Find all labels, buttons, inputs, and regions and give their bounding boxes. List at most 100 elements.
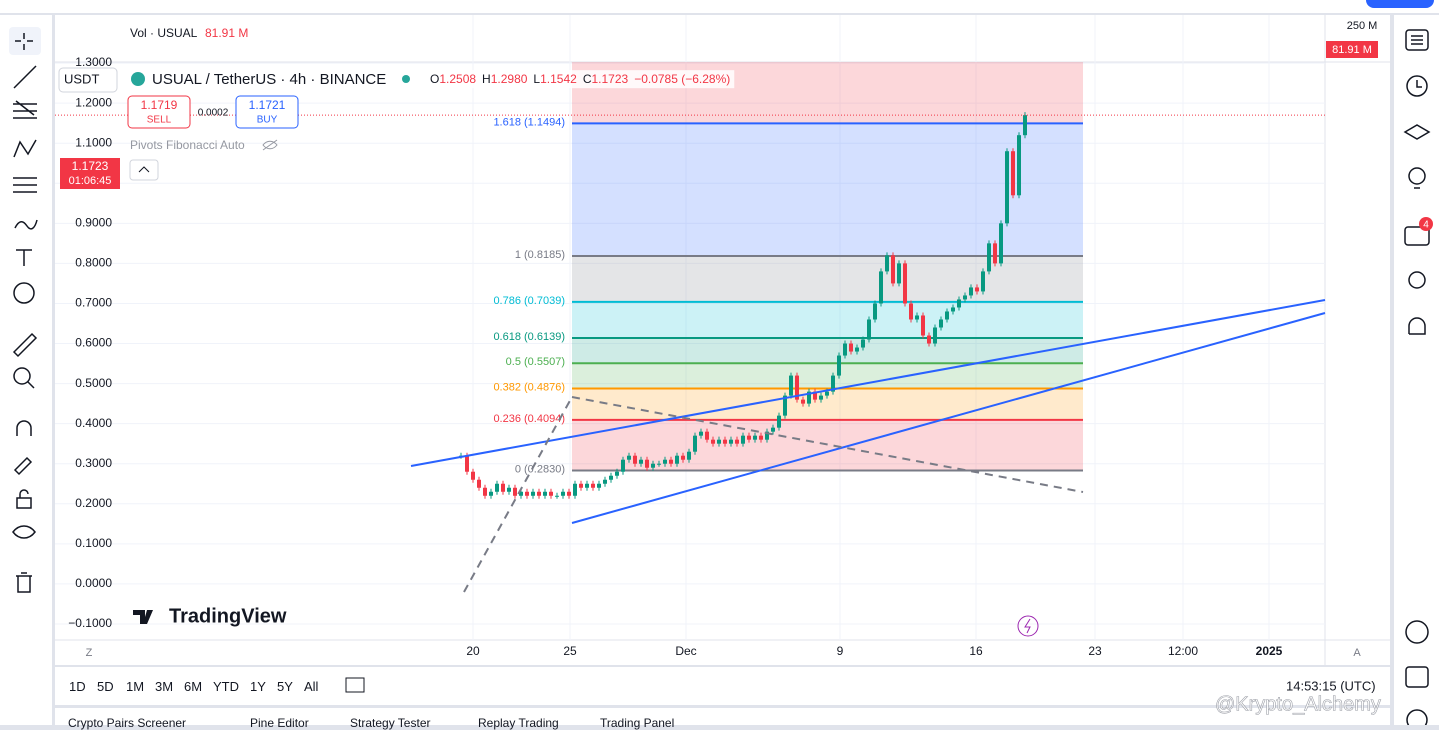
x-tick-label: 23: [1088, 644, 1102, 658]
bottom-tab[interactable]: Trading Panel: [600, 716, 675, 730]
y-tick-label: 0.7000: [75, 296, 112, 310]
text-tool[interactable]: [16, 249, 32, 266]
x-tick-label: 16: [969, 644, 983, 658]
symbol: USUAL / TetherUS · 4h · BINANCE: [152, 71, 386, 88]
crosshair-tool[interactable]: [9, 27, 41, 55]
event-marker[interactable]: [1017, 615, 1039, 637]
y-tick-label: 0.3000: [75, 456, 112, 470]
watchlist-icon[interactable]: [1405, 29, 1429, 51]
candle: [471, 471, 475, 480]
ohlc-value: 1.1723: [591, 72, 628, 86]
layers-icon[interactable]: [1403, 124, 1431, 140]
price-tag-price: 1.1723: [72, 159, 109, 173]
timeframe-button[interactable]: 6M: [184, 679, 203, 694]
price-tag-countdown: 01:06:45: [69, 175, 112, 187]
chat-icon[interactable]: [1404, 226, 1430, 246]
projection-tool[interactable]: [13, 177, 37, 193]
calendar-icon[interactable]: [1405, 666, 1429, 688]
candle: [591, 483, 595, 488]
buy-button[interactable]: [235, 95, 299, 129]
lock-tool[interactable]: [16, 497, 32, 509]
hide-tool[interactable]: [12, 525, 36, 539]
timeframe-button[interactable]: 1D: [69, 679, 86, 694]
candle: [663, 459, 667, 464]
trend-line: [410, 299, 1326, 467]
candle: [753, 435, 757, 440]
y-tick-label: 1.3000: [75, 55, 112, 69]
sell-button[interactable]: [127, 95, 191, 129]
timeframe-button[interactable]: 5Y: [277, 679, 293, 694]
y-tick-label: 0.4000: [75, 416, 112, 430]
fib-tool[interactable]: [13, 100, 37, 119]
candle: [771, 427, 775, 432]
scale-button[interactable]: Z: [86, 647, 93, 659]
candle: [615, 471, 619, 476]
candle: [651, 463, 655, 468]
candle: [621, 459, 625, 472]
notifications-icon[interactable]: [1408, 317, 1426, 335]
event-icon: [1024, 618, 1031, 634]
ideas-icon[interactable]: [1408, 167, 1426, 185]
candle: [507, 487, 511, 492]
bottom-tab[interactable]: Crypto Pairs Screener: [68, 716, 187, 730]
candle: [477, 479, 481, 488]
timeframe-button[interactable]: 1M: [126, 679, 145, 694]
timeframe-button[interactable]: 3M: [155, 679, 174, 694]
pattern-tool[interactable]: [13, 139, 37, 158]
candle: [669, 459, 673, 464]
timeframe-button[interactable]: YTD: [213, 679, 239, 694]
candle: [963, 295, 967, 300]
bottom-tab[interactable]: Strategy Tester: [350, 716, 431, 730]
candle: [747, 435, 751, 440]
indicator-name: Pivots Fibonacci Auto: [130, 138, 245, 152]
ohlc-background: [426, 70, 735, 89]
y-tick-label: 1.1000: [75, 135, 112, 149]
crosshair-icon: [15, 33, 33, 50]
zoom-tool[interactable]: [13, 367, 31, 385]
candle: [537, 491, 541, 496]
clock: 14:53:15 (UTC): [1286, 678, 1376, 693]
buy-price: 1.1721: [249, 98, 286, 112]
x-tick-label: 20: [466, 644, 480, 658]
candle: [909, 303, 913, 320]
collapse-button[interactable]: [129, 159, 159, 181]
timeframe-button[interactable]: 1Y: [250, 679, 266, 694]
x-tick-label: 12:00: [1168, 644, 1198, 658]
candle: [927, 335, 931, 344]
candle: [945, 311, 949, 320]
market-status: [402, 75, 410, 83]
emoji-tool[interactable]: [13, 282, 35, 304]
scale-button[interactable]: A: [1353, 647, 1361, 659]
timeframe-button[interactable]: All: [304, 679, 319, 694]
candle: [819, 395, 823, 400]
candle: [741, 435, 745, 444]
bottom-tab[interactable]: Pine Editor: [250, 716, 309, 730]
date-range-icon[interactable]: [345, 677, 365, 693]
ohlc-value: −0.0785 (−6.28%): [634, 72, 730, 86]
lock-drawing-tool[interactable]: [13, 456, 33, 476]
logo-mark: [133, 610, 153, 624]
candle: [1011, 151, 1015, 196]
stream-icon[interactable]: [1408, 271, 1426, 289]
ruler-tool[interactable]: [12, 332, 38, 358]
y-tick-label: 0.0000: [75, 576, 112, 590]
dom-icon[interactable]: [1405, 620, 1429, 644]
candle: [849, 343, 853, 352]
candle: [723, 439, 727, 444]
fib-trend-line: [571, 396, 1084, 493]
hidden-icon[interactable]: [262, 139, 278, 151]
help-icon[interactable]: [1406, 709, 1428, 725]
candle: [513, 487, 517, 496]
alarm-icon[interactable]: [1406, 75, 1428, 97]
candle: [861, 339, 865, 348]
currency-select[interactable]: [58, 67, 118, 93]
publish-button[interactable]: [1366, 0, 1434, 8]
candle: [717, 439, 721, 444]
bottom-tab[interactable]: Replay Trading: [478, 716, 559, 730]
delete-tool[interactable]: [16, 572, 32, 593]
trend-line-tool[interactable]: [13, 65, 37, 89]
brush-tool[interactable]: [14, 219, 38, 230]
timeframe-button[interactable]: 5D: [97, 679, 114, 694]
candle: [969, 287, 973, 296]
magnet-tool[interactable]: [16, 420, 32, 436]
